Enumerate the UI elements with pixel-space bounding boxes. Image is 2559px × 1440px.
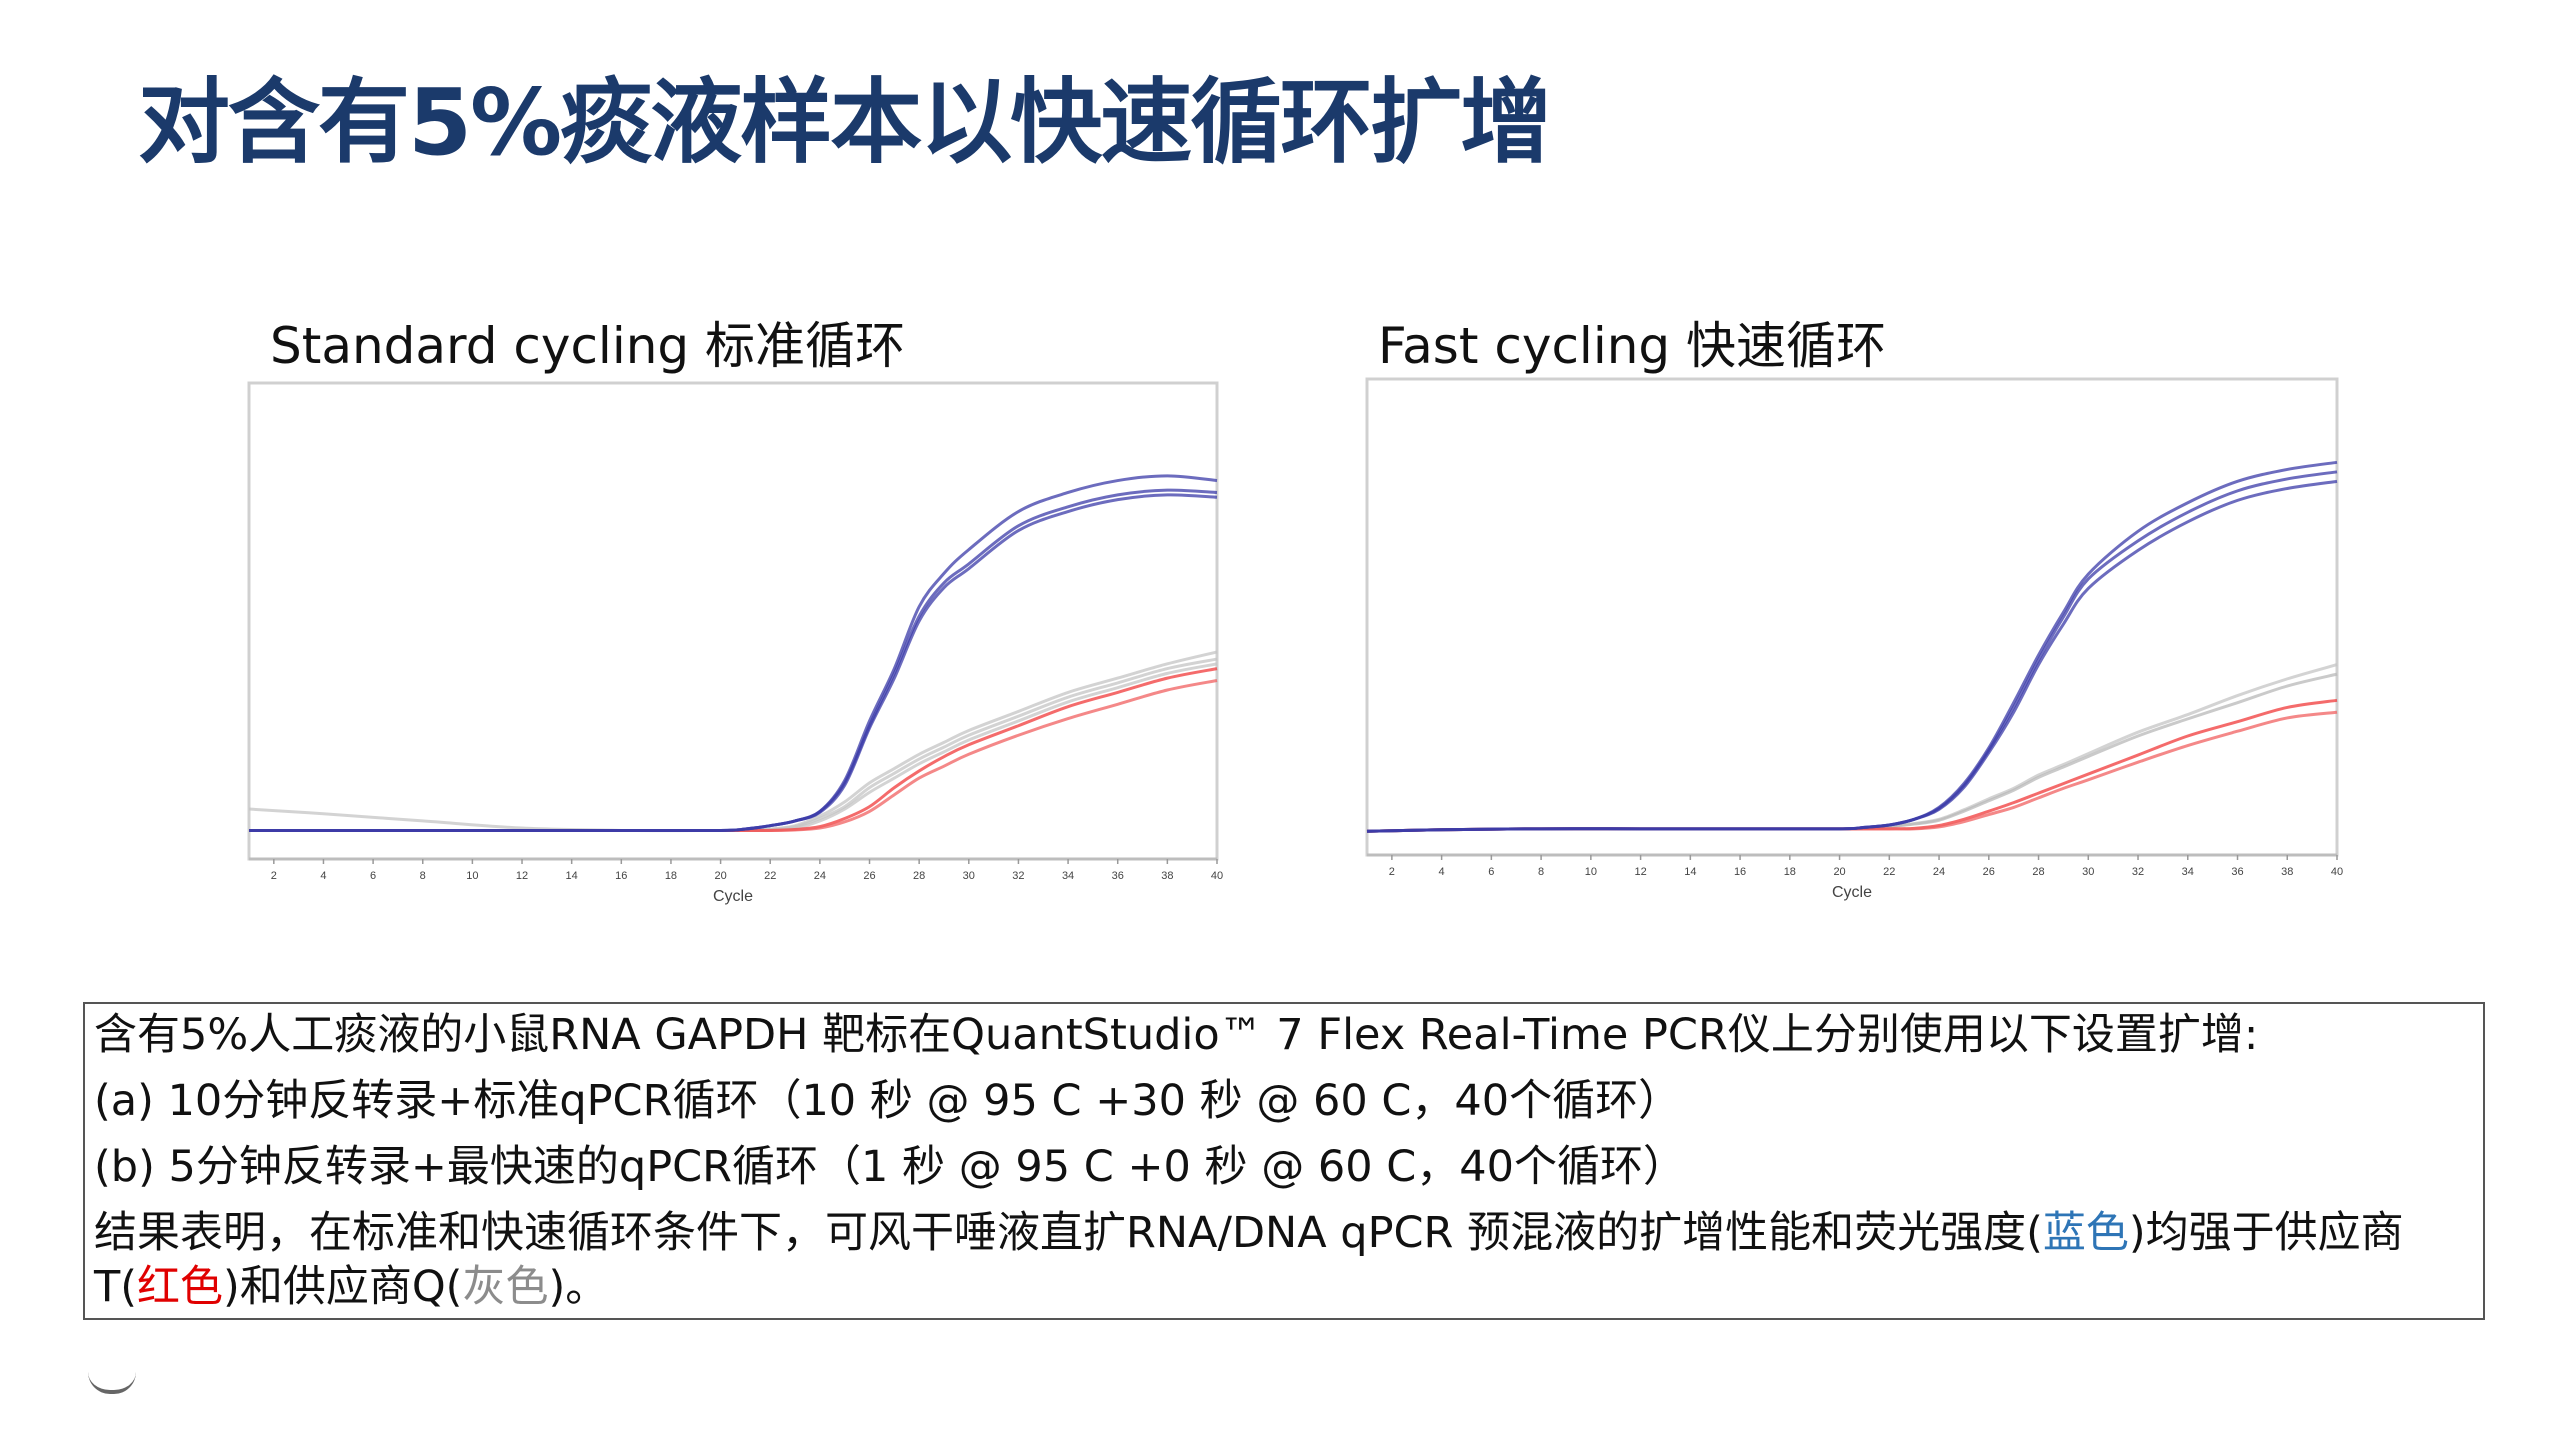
x-tick-label: 26 [1983,866,1995,878]
amplification-curve-5 [1366,460,2338,833]
caption-box: 含有5%人工痰液的小鼠RNA GAPDH 靶标在QuantStudio™ 7 F… [83,1002,2485,1320]
amplification-curve-3 [1366,698,2338,833]
x-tick-label: 40 [2331,866,2343,878]
x-tick-label: 34 [1062,870,1074,882]
plot-frame [1365,377,2339,857]
x-tick-label: 38 [1161,870,1173,882]
x-tick-label: 14 [1684,866,1696,878]
x-tick-label: 22 [1883,866,1895,878]
x-tick-label: 8 [420,870,426,882]
x-tick-label: 16 [615,870,627,882]
amplification-curve-2 [1366,672,2338,833]
x-tick-label: 8 [1538,866,1544,878]
caption-text: )和供应商Q( [223,1262,463,1312]
x-tick-label: 30 [2082,866,2094,878]
x-tick-label: 12 [1634,866,1646,878]
x-tick-label: 4 [1439,866,1445,878]
x-tick-label: 20 [714,870,726,882]
x-tick-label: 36 [2231,866,2243,878]
slide-title: 对含有5%痰液样本以快速循环扩增 [138,69,1552,176]
x-tick-label: 34 [2182,866,2194,878]
amplification-curve-7 [1366,479,2338,833]
amplification-curve-4 [1366,710,2338,833]
x-tick-label: 18 [665,870,677,882]
caption-red-label: 红色 [137,1262,224,1312]
x-tick-label: 22 [764,870,776,882]
caption-line-5: T(红色)和供应商Q(灰色)。 [94,1266,608,1309]
x-tick-label: 26 [863,870,875,882]
caption-gray-label: 灰色 [462,1262,549,1312]
decorative-arc-icon [88,1372,136,1394]
caption-line-3: (b) 5分钟反转录+最快速的qPCR循环（1 秒 @ 95 C +0 秒 @ … [94,1142,1686,1192]
caption-text: T( [94,1262,138,1312]
x-tick-label: 10 [1585,866,1597,878]
x-tick-label: 14 [566,870,578,882]
x-tick-label: 18 [1784,866,1796,878]
amplification-curve-3 [249,662,1218,832]
amplification-curve-2 [249,657,1218,833]
x-tick-label: 6 [1488,866,1494,878]
x-tick-label: 28 [2032,866,2044,878]
x-tick-label: 10 [466,870,478,882]
caption-line-1: 含有5%人工痰液的小鼠RNA GAPDH 靶标在QuantStudio™ 7 F… [94,1010,2259,1060]
amplification-curve-8 [249,493,1218,833]
x-tick-label: 20 [1833,866,1845,878]
caption-blue-label: 蓝色 [2042,1208,2129,1258]
x-tick-label: 4 [320,870,326,882]
caption-line-2: (a) 10分钟反转录+标准qPCR循环（10 秒 @ 95 C +30 秒 @… [94,1076,1682,1126]
chart-standard-cycling: 2 4 6 8 10 12 14 16 18 20 22 24 26 28 30 32 34 36 38 40Cycl… [247,381,1223,905]
plot-frame [247,381,1219,861]
chart-fast-cycling: 2 4 6 8 10 12 14 16 18 20 22 24 26 28 30 32 34 36 38 40Cycl… [1365,377,2343,901]
x-tick-label: 24 [814,870,826,882]
amplification-curve-6 [249,474,1218,833]
amplification-curve-1 [248,650,1218,833]
x-tick-label: 6 [370,870,376,882]
amplification-curve-1 [1366,663,2338,833]
caption-text: 结果表明，在标准和快速循环条件下，可风干唾液直扩RNA/DNA qPCR 预混液… [94,1208,2043,1258]
caption-text: )。 [548,1262,609,1312]
x-axis-label: Cycle [1832,884,1872,901]
x-tick-label: 16 [1734,866,1746,878]
x-axis-label: Cycle [713,888,753,905]
x-tick-label: 32 [2132,866,2144,878]
x-tick-label: 12 [516,870,528,882]
x-tick-label: 36 [1112,870,1124,882]
x-tick-label: 38 [2281,866,2293,878]
x-tick-label: 2 [1389,866,1395,878]
amplification-curve-7 [249,488,1218,833]
caption-text: )均强于供应商 [2128,1208,2404,1258]
x-tick-label: 32 [1012,870,1024,882]
caption-line-4: 结果表明，在标准和快速循环条件下，可风干唾液直扩RNA/DNA qPCR 预混液… [94,1212,2404,1255]
x-tick-label: 30 [963,870,975,882]
x-tick-label: 28 [913,870,925,882]
amplification-curve-6 [1366,470,2338,833]
amplification-curve-5 [249,679,1218,832]
x-tick-label: 24 [1933,866,1945,878]
chart-title-standard: Standard cycling 标准循环 [270,317,906,375]
x-tick-label: 2 [271,870,277,882]
amplification-curve-4 [249,667,1218,833]
x-tick-label: 40 [1211,870,1223,882]
chart-title-fast: Fast cycling 快速循环 [1378,317,1887,375]
